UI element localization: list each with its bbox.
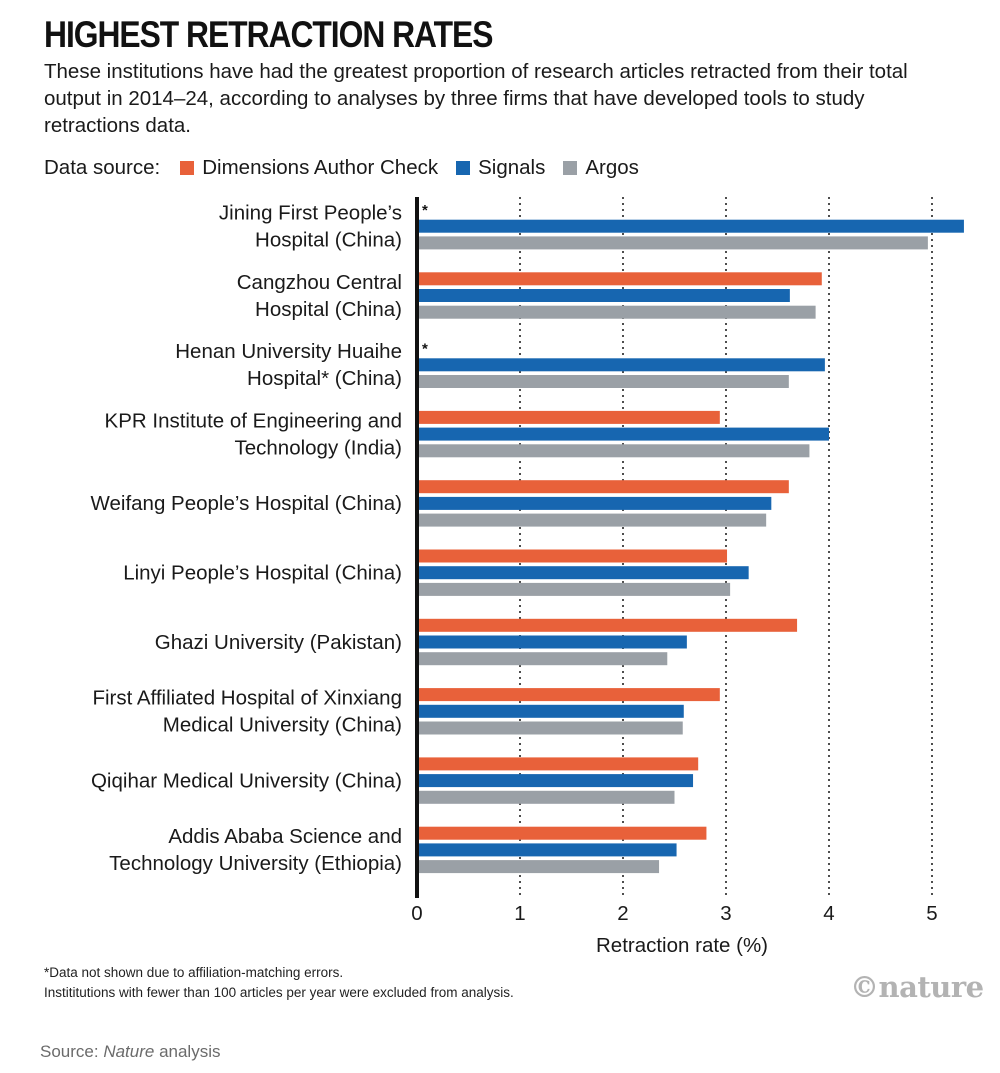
- source-italic: Nature: [103, 1042, 155, 1061]
- category-label-8-0: Qiqihar Medical University (China): [91, 769, 402, 792]
- legend-item-argos: Argos: [563, 156, 639, 180]
- footnote-exclusion: Instititutions with fewer than 100 artic…: [44, 985, 514, 1000]
- legend-swatch-signals: [456, 161, 471, 175]
- category-label-2-1: Hospital* (China): [247, 367, 402, 390]
- bar-argos-1: [417, 305, 816, 319]
- source-line: Source: Nature analysis: [40, 1042, 220, 1062]
- x-tick-label-0: 0: [411, 902, 422, 925]
- bar-signals-6: [417, 635, 687, 649]
- bar-argos-3: [417, 444, 810, 458]
- bar-dimensions-author-check-8: [417, 757, 699, 771]
- legend-item-signals: Signals: [456, 156, 545, 180]
- bar-dimensions-author-check-9: [417, 826, 707, 840]
- bar-argos-6: [417, 652, 668, 666]
- category-label-3-1: Technology (India): [234, 436, 402, 459]
- source-prefix: Source:: [40, 1042, 104, 1061]
- chart-title: HIGHEST RETRACTION RATES: [44, 14, 493, 55]
- bar-signals-7: [417, 704, 684, 718]
- bar-signals-8: [417, 774, 694, 788]
- bar-dimensions-author-check-3: [417, 410, 720, 424]
- source-suffix: analysis: [154, 1042, 221, 1061]
- category-label-9-0: Addis Ababa Science and: [168, 825, 402, 848]
- legend-text-signals: Signals: [478, 156, 546, 179]
- bar-argos-5: [417, 582, 731, 596]
- bar-signals-2: [417, 358, 825, 372]
- bar-signals-0: [417, 219, 964, 233]
- category-label-7-1: Medical University (China): [163, 714, 402, 737]
- bar-argos-8: [417, 790, 675, 804]
- x-axis-label: Retraction rate (%): [596, 934, 768, 957]
- category-label-5-0: Linyi People’s Hospital (China): [123, 562, 402, 585]
- legend-text-dimensions: Dimensions Author Check: [202, 156, 439, 179]
- legend-item-dimensions: Dimensions Author Check: [180, 156, 438, 180]
- missing-data-marker: *: [422, 202, 428, 219]
- bar-dimensions-author-check-4: [417, 480, 789, 494]
- bar-signals-4: [417, 496, 772, 510]
- bar-argos-4: [417, 513, 767, 527]
- x-tick-label-2: 2: [617, 902, 628, 925]
- bar-signals-3: [417, 427, 829, 441]
- category-label-7-0: First Affiliated Hospital of Xinxiang: [92, 687, 402, 710]
- category-label-1-0: Cangzhou Central: [237, 271, 402, 294]
- category-label-0-1: Hospital (China): [255, 229, 402, 252]
- legend-text-argos: Argos: [585, 156, 639, 179]
- bar-signals-1: [417, 289, 790, 302]
- category-label-2-0: Henan University Huaihe: [175, 340, 402, 363]
- bar-signals-9: [417, 843, 677, 857]
- bar-dimensions-author-check-6: [417, 618, 798, 632]
- category-label-6-0: Ghazi University (Pakistan): [155, 631, 402, 654]
- bar-argos-9: [417, 860, 660, 874]
- category-label-0-0: Jining First People’s: [219, 202, 402, 225]
- x-tick-label-3: 3: [720, 902, 731, 925]
- bar-argos-7: [417, 721, 683, 735]
- bar-argos-0: [417, 236, 928, 250]
- legend-label: Data source:: [44, 156, 161, 179]
- x-tick-label-1: 1: [514, 902, 525, 925]
- legend: Data source: Dimensions Author Check Sig…: [44, 156, 657, 180]
- bar-dimensions-author-check-7: [417, 688, 720, 702]
- footnote-missing-data: *Data not shown due to affiliation-match…: [44, 965, 344, 980]
- x-tick-label-5: 5: [926, 902, 937, 925]
- x-tick-label-4: 4: [823, 902, 834, 925]
- missing-data-marker: *: [422, 341, 428, 358]
- chart-subtitle: These institutions have had the greatest…: [44, 60, 908, 137]
- legend-swatch-argos: [563, 161, 578, 175]
- bar-dimensions-author-check-5: [417, 549, 728, 563]
- bar-dimensions-author-check-1: [417, 272, 822, 286]
- category-label-9-1: Technology University (Ethiopia): [109, 852, 402, 875]
- category-label-1-1: Hospital (China): [255, 298, 402, 321]
- bar-chart: * Jining First People’s Hospital (China) Ca…: [91, 197, 964, 957]
- nature-logo: ©nature: [850, 970, 984, 1004]
- bar-argos-2: [417, 375, 789, 388]
- legend-swatch-dimensions: [180, 161, 195, 175]
- category-label-4-0: Weifang People’s Hospital (China): [91, 492, 402, 515]
- category-label-3-0: KPR Institute of Engineering and: [105, 409, 402, 432]
- bar-signals-5: [417, 566, 749, 580]
